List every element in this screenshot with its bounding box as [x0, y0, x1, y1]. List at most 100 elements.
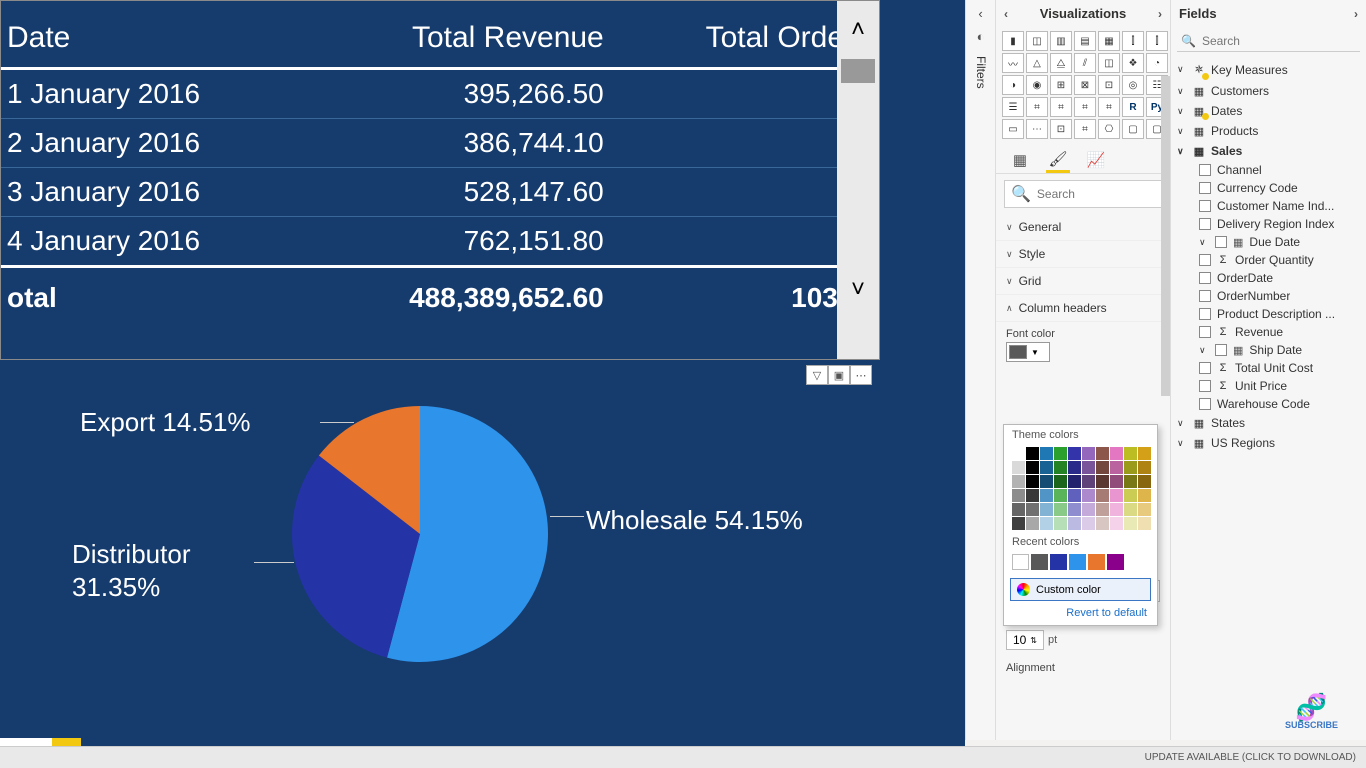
- theme-color-swatch[interactable]: [1124, 489, 1137, 502]
- theme-color-swatch[interactable]: [1012, 461, 1025, 474]
- theme-color-swatch[interactable]: [1082, 489, 1095, 502]
- viz-type-icon[interactable]: R: [1122, 97, 1144, 117]
- viz-type-icon[interactable]: ⌗: [1074, 97, 1096, 117]
- theme-color-swatch[interactable]: [1040, 503, 1053, 516]
- field-item[interactable]: ΣTotal Unit Cost: [1171, 359, 1366, 377]
- theme-color-swatch[interactable]: [1124, 461, 1137, 474]
- analytics-tab-icon[interactable]: 📈: [1084, 147, 1108, 173]
- field-item[interactable]: Customer Name Ind...: [1171, 197, 1366, 215]
- viz-type-icon[interactable]: ❖: [1122, 53, 1144, 73]
- checkbox[interactable]: [1199, 254, 1211, 266]
- chevron-left-icon[interactable]: ‹: [966, 0, 995, 21]
- theme-color-swatch[interactable]: [1040, 447, 1053, 460]
- field-table-customers[interactable]: ∨▦Customers: [1171, 81, 1366, 101]
- theme-color-swatch[interactable]: [1026, 475, 1039, 488]
- custom-color-button[interactable]: Custom color: [1010, 578, 1151, 601]
- theme-color-swatch[interactable]: [1054, 503, 1067, 516]
- viz-type-icon[interactable]: ⊠: [1074, 75, 1096, 95]
- theme-color-swatch[interactable]: [1110, 489, 1123, 502]
- theme-color-swatch[interactable]: [1138, 461, 1151, 474]
- viz-type-icon[interactable]: ⊡: [1098, 75, 1120, 95]
- update-available-label[interactable]: UPDATE AVAILABLE (CLICK TO DOWNLOAD): [1145, 752, 1356, 763]
- fields-search[interactable]: 🔍: [1177, 31, 1360, 52]
- theme-color-swatch[interactable]: [1124, 503, 1137, 516]
- theme-color-swatch[interactable]: [1068, 517, 1081, 530]
- theme-color-swatch[interactable]: [1068, 489, 1081, 502]
- viz-type-icon[interactable]: ▥: [1050, 31, 1072, 51]
- scroll-down-icon[interactable]: ˅: [837, 269, 879, 311]
- recent-color-swatch[interactable]: [1088, 554, 1105, 570]
- viz-type-icon[interactable]: ⧋: [1050, 53, 1072, 73]
- viz-type-icon[interactable]: ▭: [1002, 119, 1024, 139]
- status-bar[interactable]: UPDATE AVAILABLE (CLICK TO DOWNLOAD): [0, 746, 1366, 768]
- checkbox[interactable]: [1199, 290, 1211, 302]
- checkbox[interactable]: [1199, 380, 1211, 392]
- viz-type-icon[interactable]: ⫽: [1074, 53, 1096, 73]
- viz-type-icon[interactable]: 〰: [1002, 53, 1024, 73]
- checkbox[interactable]: [1199, 218, 1211, 230]
- field-table-products[interactable]: ∨▦Products: [1171, 121, 1366, 141]
- theme-color-swatch[interactable]: [1110, 503, 1123, 516]
- format-search-input[interactable]: [1037, 187, 1137, 201]
- table-row[interactable]: 1 January 2016395,266.5023: [1, 69, 879, 119]
- table-scrollbar[interactable]: ˄ ˅: [837, 1, 879, 359]
- theme-color-swatch[interactable]: [1082, 447, 1095, 460]
- theme-color-swatch[interactable]: [1138, 475, 1151, 488]
- viz-type-icon[interactable]: ◔: [1146, 53, 1168, 73]
- viz-type-icon[interactable]: ◉: [1026, 75, 1048, 95]
- viz-type-icon[interactable]: ⋯: [1026, 119, 1048, 139]
- viz-type-icon[interactable]: △: [1026, 53, 1048, 73]
- theme-color-swatch[interactable]: [1054, 475, 1067, 488]
- theme-color-swatch[interactable]: [1096, 475, 1109, 488]
- field-item[interactable]: ∨▦Ship Date: [1171, 341, 1366, 359]
- viz-type-icon[interactable]: ⫿: [1146, 31, 1168, 51]
- field-item[interactable]: Delivery Region Index: [1171, 215, 1366, 233]
- theme-color-swatch[interactable]: [1110, 447, 1123, 460]
- section-column-headers[interactable]: ∧Column headers: [996, 295, 1170, 322]
- chevron-left-icon[interactable]: ‹: [1004, 7, 1008, 21]
- theme-color-swatch[interactable]: [1026, 461, 1039, 474]
- theme-color-swatch[interactable]: [1082, 517, 1095, 530]
- theme-color-swatch[interactable]: [1110, 461, 1123, 474]
- theme-color-swatch[interactable]: [1040, 475, 1053, 488]
- field-table-dates[interactable]: ∨▦Dates: [1171, 101, 1366, 121]
- font-color-picker[interactable]: ▼: [1006, 342, 1050, 362]
- section-general[interactable]: ∨General: [996, 214, 1170, 241]
- field-item[interactable]: Currency Code: [1171, 179, 1366, 197]
- field-item[interactable]: ΣUnit Price: [1171, 377, 1366, 395]
- viz-type-icon[interactable]: ▮: [1002, 31, 1024, 51]
- recent-color-swatch[interactable]: [1031, 554, 1048, 570]
- recent-color-swatch[interactable]: [1107, 554, 1124, 570]
- recent-color-swatch[interactable]: [1012, 554, 1029, 570]
- viz-type-icon[interactable]: ▢: [1122, 119, 1144, 139]
- more-icon[interactable]: ⋯: [850, 365, 872, 385]
- recent-color-swatch[interactable]: [1069, 554, 1086, 570]
- checkbox[interactable]: [1215, 236, 1227, 248]
- theme-color-swatch[interactable]: [1124, 517, 1137, 530]
- checkbox[interactable]: [1199, 272, 1211, 284]
- theme-color-swatch[interactable]: [1012, 503, 1025, 516]
- fields-tab-icon[interactable]: ▦: [1008, 147, 1032, 173]
- field-table-states[interactable]: ∨▦States: [1171, 413, 1366, 433]
- theme-color-swatch[interactable]: [1054, 489, 1067, 502]
- theme-color-swatch[interactable]: [1096, 447, 1109, 460]
- field-table-sales[interactable]: ∨▦Sales: [1171, 141, 1366, 161]
- checkbox[interactable]: [1199, 362, 1211, 374]
- checkbox[interactable]: [1199, 398, 1211, 410]
- theme-color-swatch[interactable]: [1082, 475, 1095, 488]
- fields-search-input[interactable]: [1202, 34, 1342, 48]
- theme-color-swatch[interactable]: [1068, 447, 1081, 460]
- theme-color-swatch[interactable]: [1012, 447, 1025, 460]
- theme-color-swatch[interactable]: [1138, 447, 1151, 460]
- checkbox[interactable]: [1199, 308, 1211, 320]
- checkbox[interactable]: [1199, 200, 1211, 212]
- viz-type-icon[interactable]: ⊡: [1050, 119, 1072, 139]
- table-visual[interactable]: Date Total Revenue Total Orders 1 Januar…: [0, 0, 880, 360]
- section-style[interactable]: ∨Style: [996, 241, 1170, 268]
- viz-type-icon[interactable]: ⊞: [1050, 75, 1072, 95]
- viz-type-icon[interactable]: ⌗: [1050, 97, 1072, 117]
- theme-color-swatch[interactable]: [1096, 517, 1109, 530]
- viz-type-icon[interactable]: ⌗: [1026, 97, 1048, 117]
- table-row[interactable]: 4 January 2016762,151.8033: [1, 217, 879, 267]
- field-item[interactable]: Channel: [1171, 161, 1366, 179]
